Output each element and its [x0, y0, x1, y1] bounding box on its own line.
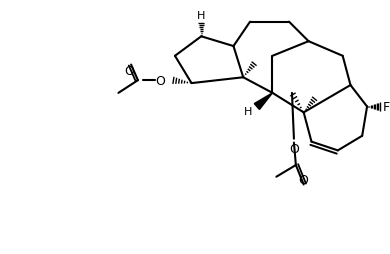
Text: F: F [383, 101, 390, 114]
Text: H: H [197, 11, 206, 21]
Text: O: O [124, 65, 134, 78]
Text: O: O [289, 142, 299, 155]
Polygon shape [254, 93, 273, 110]
Text: O: O [299, 173, 308, 186]
Text: O: O [155, 74, 165, 87]
Text: H: H [244, 107, 252, 117]
